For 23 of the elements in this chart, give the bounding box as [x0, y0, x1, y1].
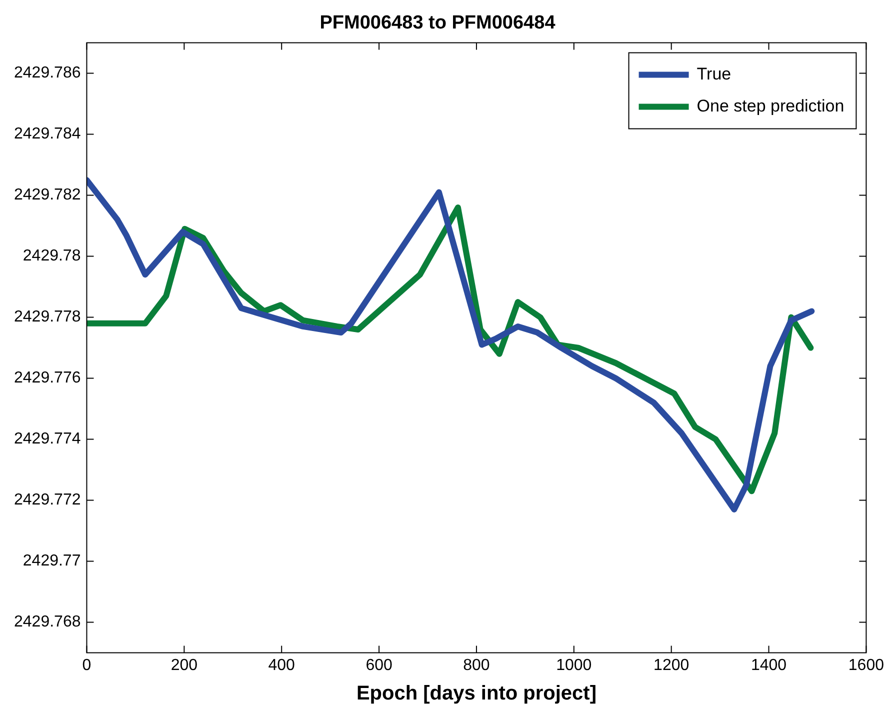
y-tick-label: 2429.774 — [14, 430, 81, 448]
x-tick-label: 400 — [268, 656, 296, 674]
x-tick-label: 1600 — [848, 656, 884, 674]
y-tick-label: 2429.782 — [14, 186, 81, 204]
legend-label: One step prediction — [696, 96, 844, 116]
x-tick-label: 800 — [463, 656, 490, 674]
chart-title: PFM006483 to PFM006484 — [320, 12, 556, 34]
x-tick-label: 600 — [366, 656, 392, 674]
y-tick-label: 2429.78 — [22, 248, 81, 265]
x-tick-label: 0 — [82, 656, 92, 674]
x-tick-label: 1200 — [654, 656, 690, 674]
y-tick-label: 2429.776 — [14, 370, 81, 387]
y-tick-label: 2429.778 — [14, 308, 81, 326]
x-tick-label: 1400 — [750, 656, 787, 674]
y-tick-label: 2429.784 — [14, 126, 81, 143]
y-tick-label: 2429.768 — [14, 614, 81, 631]
x-tick-label: 200 — [170, 656, 198, 674]
y-tick-label: 2429.786 — [14, 64, 81, 82]
y-tick-label: 2429.77 — [22, 552, 81, 570]
y-tick-label: 2429.772 — [14, 492, 81, 509]
x-axis-title: Epoch [days into project] — [356, 682, 596, 705]
legend-label: True — [696, 64, 732, 84]
x-tick-label: 1000 — [556, 656, 592, 674]
